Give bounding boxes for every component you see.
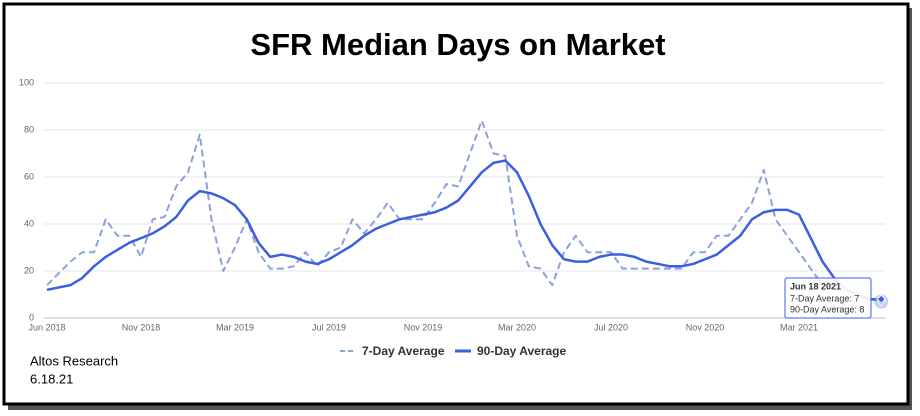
y-tick-label: 20 — [24, 265, 34, 275]
tooltip-line: 90-Day Average: 8 — [790, 304, 864, 314]
annotation: Altos Research — [30, 353, 118, 368]
y-tick-label: 60 — [24, 171, 34, 181]
y-tick-label: 80 — [24, 124, 34, 134]
x-tick-label: Mar 2019 — [216, 322, 254, 332]
y-tick-label: 100 — [19, 77, 34, 87]
y-tick-label: 40 — [24, 218, 34, 228]
hover-marker — [876, 294, 886, 304]
x-tick-label: Jul 2019 — [312, 322, 346, 332]
tooltip-title: Jun 18 2021 — [790, 281, 841, 291]
x-tick-label: Mar 2020 — [498, 322, 536, 332]
chart-title: SFR Median Days on Market — [250, 27, 665, 62]
x-tick-label: Nov 2019 — [404, 322, 443, 332]
y-tick-label: 0 — [29, 312, 34, 322]
series-line — [46, 159, 882, 301]
tooltip-box — [784, 277, 872, 319]
x-tick-label: Nov 2018 — [122, 322, 161, 332]
series-line — [46, 119, 882, 303]
x-tick-label: Jun 2018 — [28, 322, 65, 332]
legend-label: 90-Day Average — [477, 344, 566, 358]
x-tick-label: Jul 2020 — [594, 322, 628, 332]
x-tick-label: Mar 2021 — [780, 322, 818, 332]
x-tick-label: Nov 2020 — [686, 322, 725, 332]
tooltip-line: 7-Day Average: 7 — [790, 293, 859, 303]
frame — [2, 2, 910, 406]
annotation: 6.18.21 — [30, 371, 73, 386]
legend-label: 7-Day Average — [362, 344, 445, 358]
